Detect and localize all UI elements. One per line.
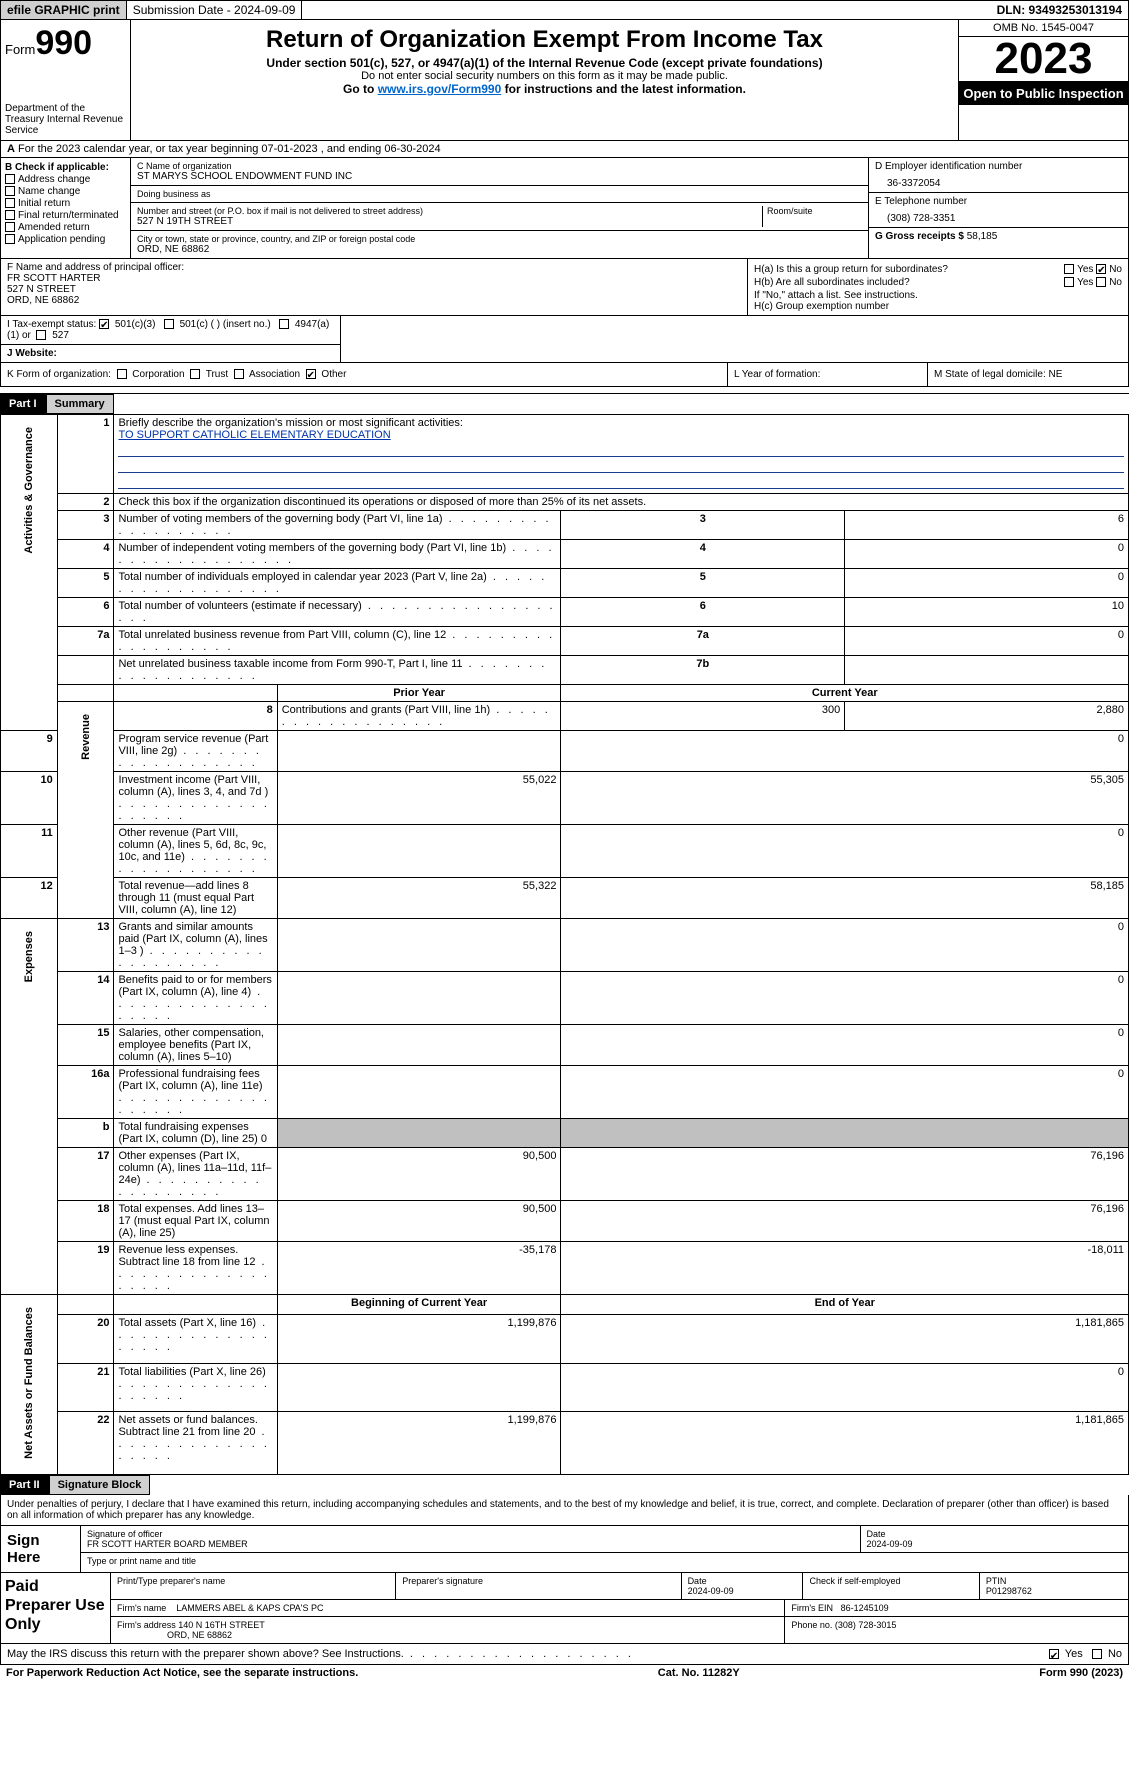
gross-receipts: 58,185 (967, 231, 998, 242)
phone: (308) 728-3351 (875, 207, 1122, 224)
form-header: Form990 Department of the Treasury Inter… (0, 20, 1129, 141)
section-a-tax-year: A For the 2023 calendar year, or tax yea… (0, 141, 1129, 158)
discuss-preparer: May the IRS discuss this return with the… (7, 1648, 634, 1660)
summary-table: Activities & Governance 1 Briefly descri… (0, 414, 1129, 1475)
section-j-website: J Website: (1, 345, 340, 362)
officer-name: FR SCOTT HARTER (7, 273, 741, 284)
top-bar: efile GRAPHIC print Submission Date - 20… (0, 0, 1129, 20)
form-number: Form990 (5, 24, 126, 63)
sign-here-label: Sign Here (1, 1526, 81, 1572)
cat-no: Cat. No. 11282Y (658, 1667, 740, 1679)
firm-phone: (308) 728-3015 (835, 1620, 897, 1630)
signature-block: Under penalties of perjury, I declare th… (0, 1495, 1129, 1665)
section-l-year: L Year of formation: (728, 363, 928, 386)
form-title: Return of Organization Exempt From Incom… (135, 26, 954, 54)
org-city: ORD, NE 68862 (137, 244, 862, 255)
form-footer: Form 990 (2023) (1039, 1667, 1123, 1679)
section-b-checkboxes: B Check if applicable: Address change Na… (1, 158, 131, 258)
officer-signature: FR SCOTT HARTER BOARD MEMBER (87, 1539, 854, 1549)
irs-link[interactable]: www.irs.gov/Form990 (378, 82, 502, 96)
paid-preparer-label: Paid Preparer Use Only (1, 1573, 111, 1643)
ein: 36-3372054 (875, 172, 1122, 189)
form-subtitle: Under section 501(c), 527, or 4947(a)(1)… (135, 56, 954, 70)
part1-label: Summary (46, 394, 114, 414)
section-f-officer: F Name and address of principal officer:… (1, 259, 748, 315)
firm-name: LAMMERS ABEL & KAPS CPA'S PC (176, 1603, 323, 1613)
part2-label: Signature Block (49, 1475, 151, 1495)
section-de: D Employer identification number 36-3372… (868, 158, 1128, 258)
section-m-domicile: M State of legal domicile: NE (928, 363, 1128, 386)
org-name: ST MARYS SCHOOL ENDOWMENT FUND INC (137, 171, 862, 182)
part2-header: Part II (0, 1475, 49, 1495)
tax-year: 2023 (959, 37, 1128, 82)
mission-text: TO SUPPORT CATHOLIC ELEMENTARY EDUCATION (118, 429, 390, 441)
dept-treasury: Department of the Treasury Internal Reve… (5, 103, 126, 136)
ptin: P01298762 (986, 1586, 1032, 1596)
dln: DLN: 93493253013194 (991, 1, 1128, 19)
efile-print-button[interactable]: efile GRAPHIC print (1, 1, 127, 19)
paperwork-notice: For Paperwork Reduction Act Notice, see … (6, 1667, 358, 1679)
section-h-group: H(a) Is this a group return for subordin… (748, 259, 1128, 315)
goto-link-row: Go to www.irs.gov/Form990 for instructio… (135, 82, 954, 96)
penalty-text: Under penalties of perjury, I declare th… (1, 1495, 1128, 1525)
part1-header: Part I (0, 394, 46, 414)
section-c-name-address: C Name of organization ST MARYS SCHOOL E… (131, 158, 868, 258)
section-k-form-org: K Form of organization: Corporation Trus… (1, 363, 728, 386)
ssn-note: Do not enter social security numbers on … (135, 70, 954, 82)
firm-ein: 86-1245109 (841, 1603, 889, 1613)
section-i-tax-status: I Tax-exempt status: 501(c)(3) 501(c) ( … (1, 316, 340, 345)
open-inspection: Open to Public Inspection (959, 82, 1128, 105)
org-street: 527 N 19TH STREET (137, 216, 762, 227)
submission-date: Submission Date - 2024-09-09 (127, 1, 303, 19)
